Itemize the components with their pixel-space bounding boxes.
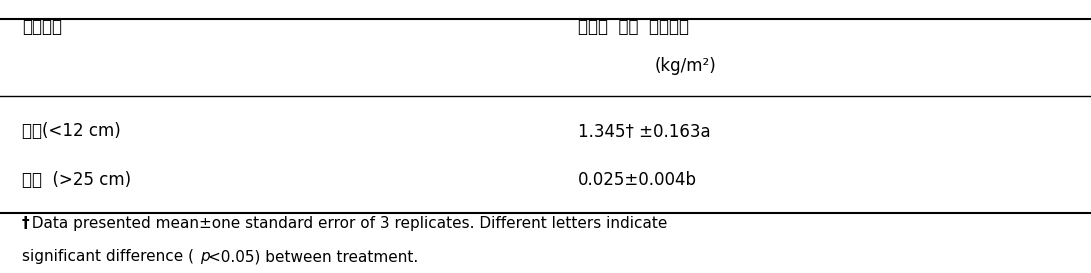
- Text: 0.025±0.004b: 0.025±0.004b: [578, 171, 697, 189]
- Text: Data presented mean±one standard error of 3 replicates. Different letters indica: Data presented mean±one standard error o…: [22, 216, 668, 231]
- Text: 강우에  의한  토양유실: 강우에 의한 토양유실: [578, 18, 690, 36]
- Text: 천경(<12 cm): 천경(<12 cm): [22, 122, 121, 140]
- Text: 1.345† ±0.163a: 1.345† ±0.163a: [578, 122, 711, 140]
- Text: <0.05) between treatment.: <0.05) between treatment.: [207, 249, 418, 264]
- Text: 경운방법: 경운방법: [22, 18, 62, 36]
- Text: 심경  (>25 cm): 심경 (>25 cm): [22, 171, 131, 189]
- Text: †: †: [22, 216, 29, 231]
- Text: significant difference (: significant difference (: [22, 249, 194, 264]
- Text: (kg/m²): (kg/m²): [655, 57, 717, 75]
- Text: p: p: [200, 249, 209, 264]
